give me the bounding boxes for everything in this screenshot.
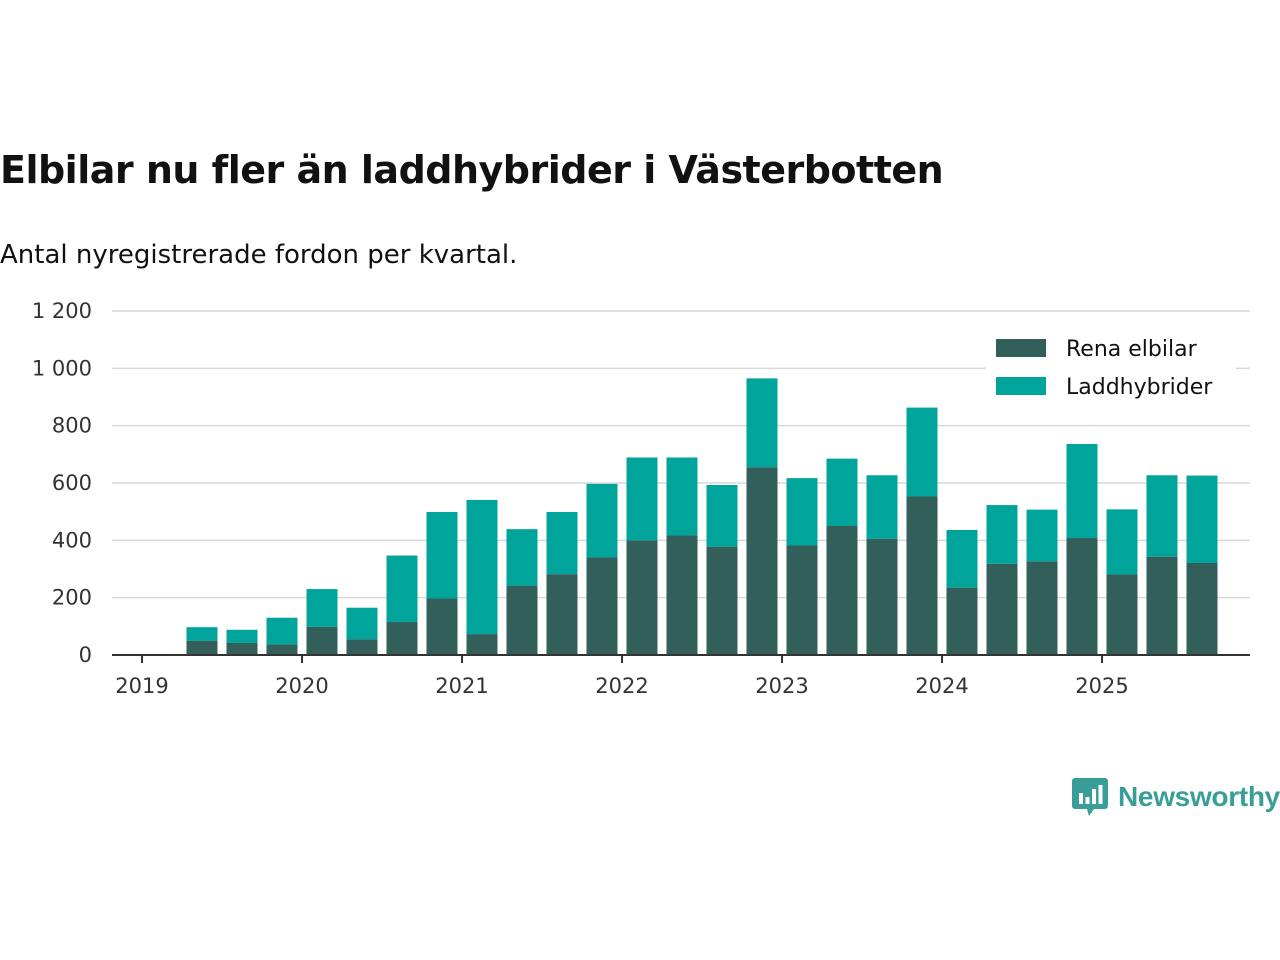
bar-rena-elbilar xyxy=(706,546,738,655)
bar-rena-elbilar xyxy=(466,634,498,655)
bar-laddhybrider xyxy=(1146,475,1178,557)
bar-laddhybrider xyxy=(506,529,538,586)
chart-title: Elbilar nu fler än laddhybrider i Väster… xyxy=(0,148,944,192)
bar-rena-elbilar xyxy=(1026,561,1058,655)
bar-rena-elbilar xyxy=(666,535,698,655)
bar-rena-elbilar xyxy=(1146,556,1178,655)
bar-laddhybrider xyxy=(186,627,218,641)
x-tick-label: 2024 xyxy=(915,674,968,698)
bar-rena-elbilar xyxy=(346,639,378,655)
x-tick-label: 2025 xyxy=(1075,674,1128,698)
legend-swatch xyxy=(996,377,1046,395)
bar-laddhybrider xyxy=(386,555,418,623)
bar-laddhybrider xyxy=(826,458,858,526)
x-tick-label: 2022 xyxy=(595,674,648,698)
legend-label: Rena elbilar xyxy=(1066,337,1198,362)
bar-laddhybrider xyxy=(626,457,658,541)
x-axis: 2019 2020 2021 2022 2023 2024 2025 xyxy=(112,654,1250,698)
bar-laddhybrider xyxy=(986,505,1018,564)
bar-rena-elbilar xyxy=(626,540,658,655)
bar-rena-elbilar xyxy=(306,626,338,655)
bar-rena-elbilar xyxy=(906,496,938,655)
y-tick-label: 0 xyxy=(79,643,92,667)
bars xyxy=(186,378,1218,655)
legend: Rena elbilar Laddhybrider xyxy=(986,330,1236,408)
x-tick-label: 2023 xyxy=(755,674,808,698)
bar-laddhybrider xyxy=(426,511,458,599)
bar-laddhybrider xyxy=(906,407,938,497)
newsworthy-logo-text: Newsworthy xyxy=(1118,781,1280,812)
bar-rena-elbilar xyxy=(226,642,258,655)
bar-rena-elbilar xyxy=(546,574,578,655)
bar-laddhybrider xyxy=(586,483,618,558)
stacked-bar-chart: 0 200 400 600 800 1 000 1 200 2019 2020 2021 2022… xyxy=(32,299,1250,698)
y-tick-label: 1 200 xyxy=(32,299,92,323)
bar-laddhybrider xyxy=(1026,509,1058,562)
y-tick-label: 1 000 xyxy=(32,356,92,380)
bar-rena-elbilar xyxy=(426,598,458,655)
bar-laddhybrider xyxy=(666,457,698,536)
bar-laddhybrider xyxy=(546,511,578,575)
x-tick-label: 2021 xyxy=(435,674,488,698)
bar-laddhybrider xyxy=(706,485,738,547)
newsworthy-logo: Newsworthy xyxy=(1072,776,1280,818)
bar-rena-elbilar xyxy=(786,545,818,655)
bar-rena-elbilar xyxy=(586,557,618,655)
bar-laddhybrider xyxy=(866,475,898,539)
y-axis: 0 200 400 600 800 1 000 1 200 xyxy=(32,299,92,667)
y-tick-label: 600 xyxy=(52,471,92,495)
newsworthy-logo-icon xyxy=(1072,778,1108,816)
bar-rena-elbilar xyxy=(826,526,858,655)
x-tick-label: 2020 xyxy=(275,674,328,698)
legend-swatch xyxy=(996,339,1046,357)
bar-rena-elbilar xyxy=(946,587,978,655)
bar-laddhybrider xyxy=(946,530,978,588)
y-tick-label: 200 xyxy=(52,586,92,610)
bar-laddhybrider xyxy=(466,499,498,635)
bar-laddhybrider xyxy=(266,617,298,645)
bar-rena-elbilar xyxy=(266,644,298,655)
bar-laddhybrider xyxy=(1106,509,1138,575)
bar-rena-elbilar xyxy=(506,585,538,655)
y-tick-label: 400 xyxy=(52,528,92,552)
bar-laddhybrider xyxy=(346,607,378,640)
bar-rena-elbilar xyxy=(986,563,1018,655)
bar-rena-elbilar xyxy=(386,622,418,655)
x-tick-label: 2019 xyxy=(115,674,168,698)
bar-rena-elbilar xyxy=(1106,574,1138,655)
bar-rena-elbilar xyxy=(866,538,898,655)
legend-label: Laddhybrider xyxy=(1066,375,1213,400)
bar-laddhybrider xyxy=(1066,444,1098,539)
bar-laddhybrider xyxy=(226,629,258,643)
bar-laddhybrider xyxy=(306,589,338,627)
bar-rena-elbilar xyxy=(1186,562,1218,655)
bar-laddhybrider xyxy=(1186,475,1218,563)
y-tick-label: 800 xyxy=(52,414,92,438)
bar-laddhybrider xyxy=(746,378,778,468)
chart-subtitle: Antal nyregistrerade fordon per kvartal. xyxy=(0,240,518,270)
bar-rena-elbilar xyxy=(186,640,218,655)
bar-laddhybrider xyxy=(786,478,818,546)
bar-rena-elbilar xyxy=(1066,538,1098,655)
bar-rena-elbilar xyxy=(746,467,778,655)
